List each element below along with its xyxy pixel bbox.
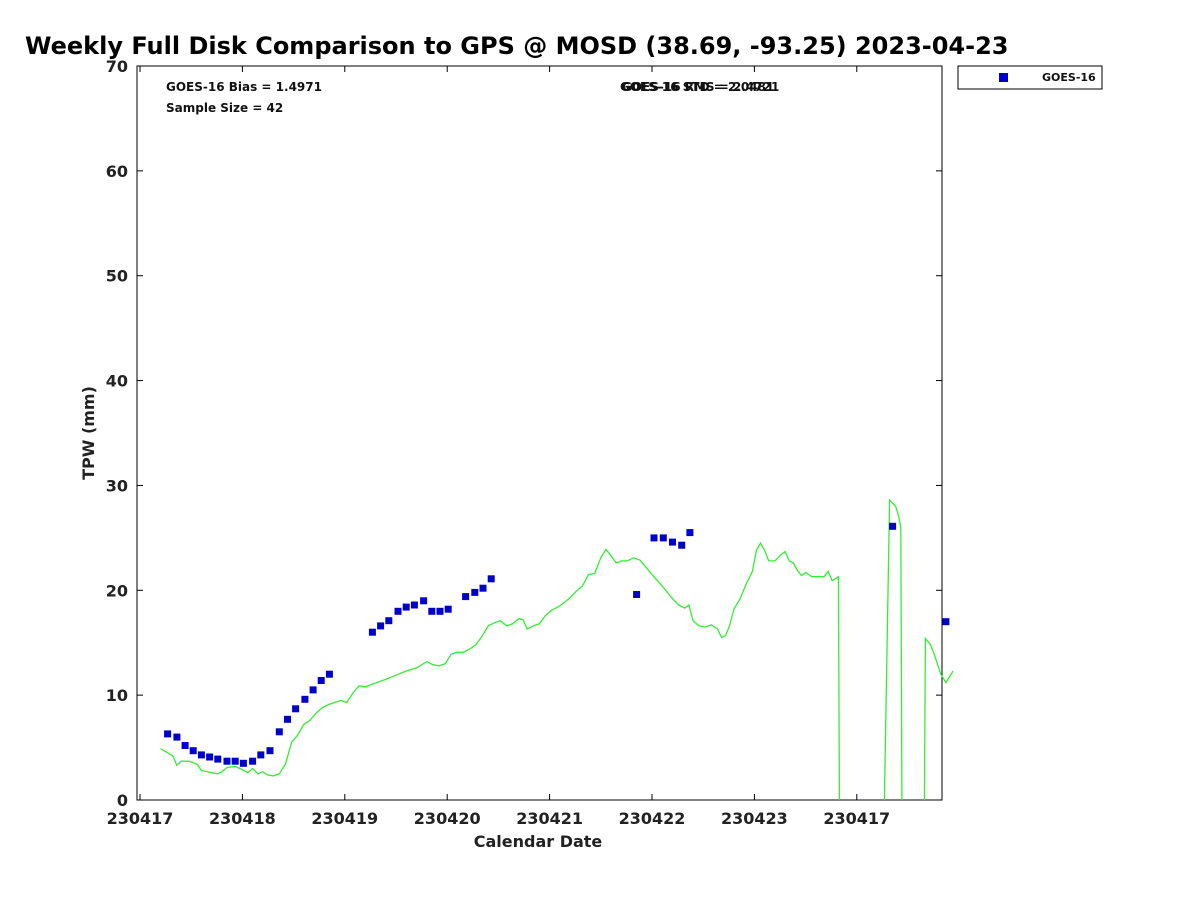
goes16-point [231, 757, 239, 765]
x-tick-label: 230417 [107, 809, 174, 828]
goes16-point [368, 628, 376, 636]
goes16-point [487, 575, 495, 583]
goes16-point [266, 747, 274, 755]
gps-line-group [160, 498, 954, 801]
goes16-point [181, 742, 189, 749]
gps-line-segment [883, 498, 903, 801]
goes16-point [479, 584, 487, 592]
goes16-point [223, 757, 231, 765]
plot-area: 0 10 20 30 40 50 60 70 230417 230418 230419 230420… [106, 57, 954, 828]
goes16-point [309, 686, 317, 694]
goes16-point [889, 522, 897, 530]
goes16-point [462, 593, 470, 601]
goes16-point [428, 607, 436, 615]
goes16-point [394, 607, 402, 615]
x-tick-label: 230417 [823, 809, 890, 828]
goes16-point [189, 747, 197, 755]
goes16-point [197, 751, 205, 759]
goes16-point [275, 728, 283, 736]
y-tick-label: 0 [117, 791, 128, 810]
y-tick-label: 60 [106, 162, 128, 181]
goes16-point [686, 529, 694, 537]
goes16-point [420, 597, 428, 605]
goes16-point [257, 751, 265, 759]
y-tick-label: 70 [106, 57, 128, 76]
x-axis-label: Calendar Date [474, 832, 603, 851]
plot-frame [136, 65, 943, 801]
goes16-point [292, 705, 300, 713]
goes16-point [436, 607, 444, 615]
x-tick-label: 230421 [516, 809, 583, 828]
goes16-point [214, 755, 222, 763]
y-tick-label: 40 [106, 372, 128, 391]
goes16-point [249, 757, 257, 765]
y-axis: 0 10 20 30 40 50 60 70 [106, 57, 942, 810]
goes16-point [633, 591, 641, 598]
goes16-point [173, 733, 181, 741]
y-tick-label: 50 [106, 267, 128, 286]
goes16-point [206, 753, 214, 761]
legend-box [957, 65, 1103, 90]
goes16-point [164, 730, 172, 738]
goes16-point [650, 534, 658, 542]
legend-marker [999, 73, 1008, 82]
rms-stat: GOES-16 RMS = 2.4721 [622, 80, 779, 94]
x-tick-label: 230422 [619, 809, 686, 828]
goes16-point [942, 618, 950, 626]
goes16-point [377, 622, 385, 630]
goes16-point [402, 603, 410, 611]
goes16-point [471, 588, 479, 596]
x-tick-label: 230423 [721, 809, 788, 828]
y-tick-label: 20 [106, 581, 128, 600]
goes16-point [239, 759, 247, 767]
y-tick-label: 30 [106, 476, 128, 495]
y-tick-label: 10 [106, 686, 128, 705]
bias-stat: GOES-16 Bias = 1.4971 [166, 80, 322, 94]
std-stat: GOES-16 STD = 2.0481 [620, 80, 774, 94]
x-tick-label: 230419 [311, 809, 378, 828]
goes16-point [659, 534, 667, 542]
x-axis: 230417 230418 230419 230420 230421 230422 2304… [107, 66, 890, 828]
goes16-point [444, 605, 452, 613]
legend: GOES-16 [957, 65, 1103, 90]
goes16-point [301, 695, 309, 703]
gps-line-segment [923, 636, 954, 801]
chart-title: Weekly Full Disk Comparison to GPS @ MOS… [25, 32, 1008, 60]
goes16-point [669, 538, 676, 546]
goes16-point [385, 617, 393, 625]
goes16-point [678, 541, 686, 549]
sample-size-stat: Sample Size = 42 [166, 101, 283, 115]
legend-label: GOES-16 [1042, 71, 1096, 84]
gps-line-segment [160, 541, 841, 801]
y-axis-label: TPW (mm) [79, 386, 98, 480]
goes16-point [317, 677, 325, 684]
x-tick-label: 230418 [209, 809, 276, 828]
goes16-point [284, 715, 291, 723]
goes16-points-group [164, 522, 950, 767]
goes16-point [410, 601, 418, 609]
x-tick-label: 230420 [414, 809, 481, 828]
goes16-point [325, 670, 333, 678]
